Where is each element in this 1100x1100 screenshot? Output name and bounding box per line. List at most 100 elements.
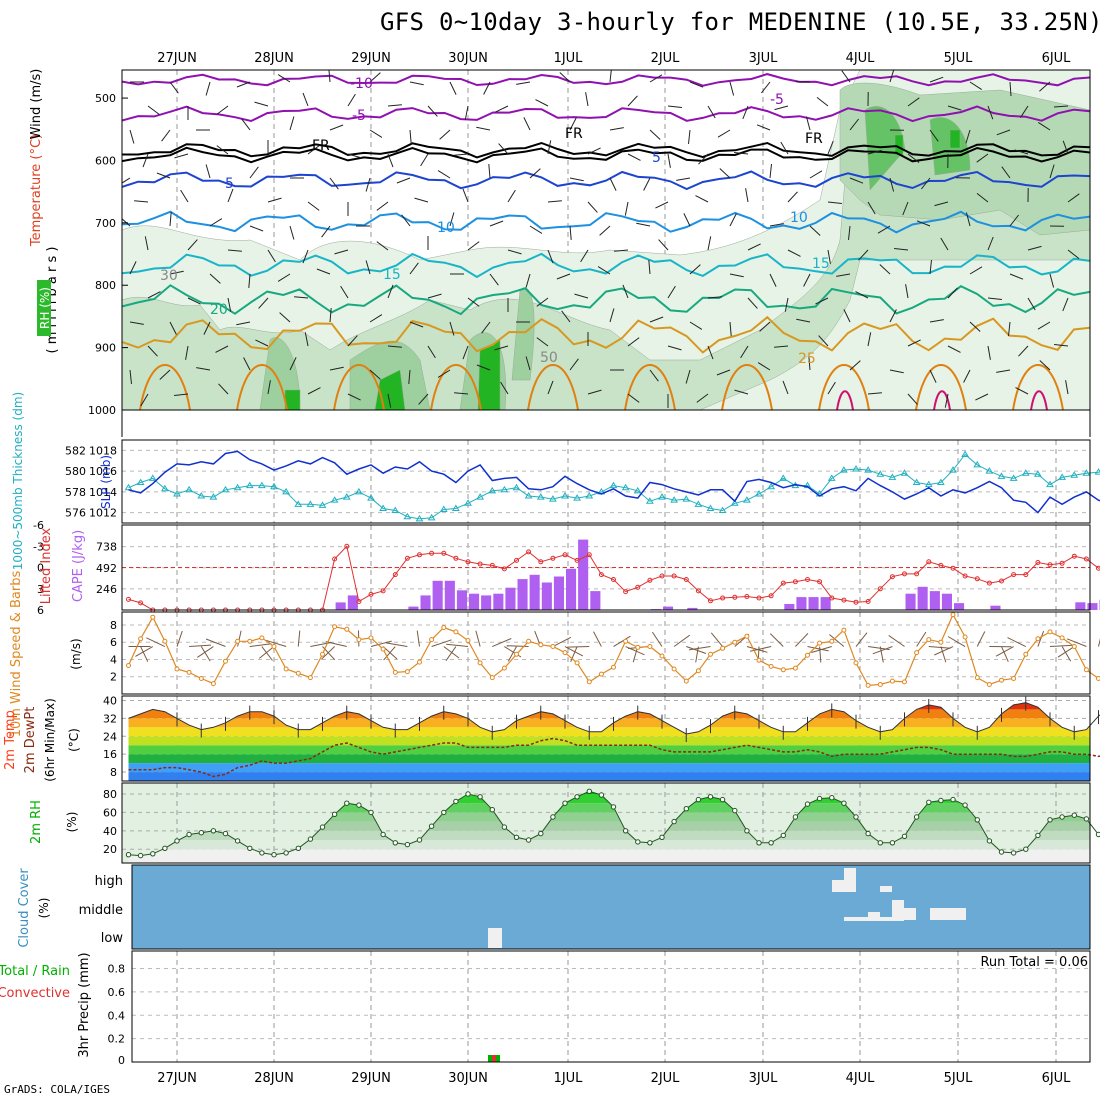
cape-bar [493, 593, 504, 610]
wind-speed-point [720, 645, 726, 651]
cape-bar [808, 597, 819, 610]
wind-barb [525, 273, 531, 288]
rh-point [1047, 817, 1053, 823]
temperature-line [128, 702, 1100, 735]
wind-barb [761, 81, 771, 94]
wind-barb [808, 356, 811, 371]
isotherm-label: 15 [383, 267, 401, 283]
wind-barb [774, 105, 789, 111]
wind-barb [827, 201, 842, 204]
rh-point [1059, 814, 1065, 820]
wind-barb [780, 141, 789, 155]
wind-speed-point [441, 625, 447, 630]
wind-speed-point [623, 638, 629, 644]
wind-barb [1067, 193, 1080, 203]
wind-speed-point [817, 640, 823, 646]
wind-barb [858, 249, 869, 261]
thickness-point [451, 504, 460, 511]
slp-tick: 1014 [89, 486, 117, 499]
li-point [1035, 560, 1041, 565]
date-label-bottom: 1JUL [554, 1071, 584, 1086]
isotherm-line [122, 315, 1090, 354]
precip-legend-convective: Convective [0, 986, 70, 1001]
precip-bar-rain [496, 1055, 500, 1062]
rh-tick: 40 [103, 825, 117, 838]
wind-barb [144, 236, 149, 251]
isotherm-label: -10 [350, 76, 373, 92]
rh-point [392, 840, 398, 846]
li-point [392, 572, 398, 578]
wind-speed-point [283, 666, 289, 672]
temp-tick: 16 [103, 748, 117, 761]
wind-barb [747, 297, 758, 309]
wind-speed-point [417, 659, 422, 665]
thickness-point [888, 473, 897, 480]
thickness-point [136, 478, 145, 486]
wind-barb [1062, 140, 1069, 155]
wind-barb [769, 164, 772, 179]
rh-point [162, 845, 168, 851]
wind-barb [449, 81, 457, 95]
wind-barb [567, 646, 590, 648]
wind-barb [695, 646, 699, 663]
wind-barb [476, 126, 491, 131]
wind-barb [929, 76, 944, 83]
rh-point [513, 834, 520, 840]
wind-barb [707, 105, 716, 119]
wind-barb [848, 225, 851, 240]
wind-speed-point [792, 665, 798, 671]
wind-speed-point [538, 642, 544, 648]
wind-barb [841, 70, 851, 83]
date-label-bottom: 4JUL [846, 1071, 876, 1086]
wind-barb [492, 638, 512, 647]
wind-barb [369, 369, 381, 380]
wind-speed-point [1023, 651, 1029, 657]
wind-speed-point [186, 669, 192, 675]
li-tick: -3 [33, 540, 44, 553]
thickness-point [124, 483, 133, 491]
wind-barb [757, 362, 771, 371]
thickness-point [621, 483, 630, 491]
wind-speed-point [501, 665, 507, 671]
rh-point [1010, 850, 1017, 856]
wind-barb [1009, 81, 1012, 97]
rh-point [453, 798, 459, 805]
li-point [453, 555, 459, 561]
wind-barb [547, 140, 552, 155]
li-point [962, 573, 968, 579]
cape-bar [1087, 603, 1098, 610]
thickness-tick: 578 [65, 486, 86, 499]
wind-speed-point [914, 650, 920, 656]
wind-barb [569, 117, 577, 131]
isotherm-line [333, 364, 385, 410]
isotherm-label: 50 [540, 350, 558, 366]
wind-barb [267, 197, 282, 203]
wind-barb [622, 284, 629, 299]
rh-point [562, 800, 568, 806]
isotherm-label: 5 [652, 150, 661, 166]
wind-barb [889, 369, 904, 374]
wind-barb [439, 129, 451, 140]
wind-barb [815, 297, 829, 305]
wind-barb [729, 81, 735, 96]
rh-point [1071, 812, 1078, 818]
minmax-axis-label: (6hr Min/Max) [43, 698, 57, 782]
wind-barb [769, 223, 784, 227]
wind-barb [525, 356, 531, 371]
thickness-point [391, 506, 400, 514]
slp-tick: 1018 [89, 444, 117, 457]
wind-barb [161, 129, 171, 142]
rh-point [465, 791, 471, 797]
thickness-point [936, 478, 945, 486]
cape-bar [469, 593, 480, 610]
cape-bar [590, 591, 601, 610]
li-point [1011, 572, 1017, 578]
thickness-point [318, 501, 327, 508]
rh2m-axis-label: 2m RH [29, 800, 44, 844]
rh-point [538, 830, 544, 837]
thickness-point [245, 481, 254, 489]
cape-bar [954, 603, 965, 610]
thickness-point [354, 487, 363, 495]
wind-barb [254, 101, 269, 107]
isotherm-line [122, 73, 1090, 87]
